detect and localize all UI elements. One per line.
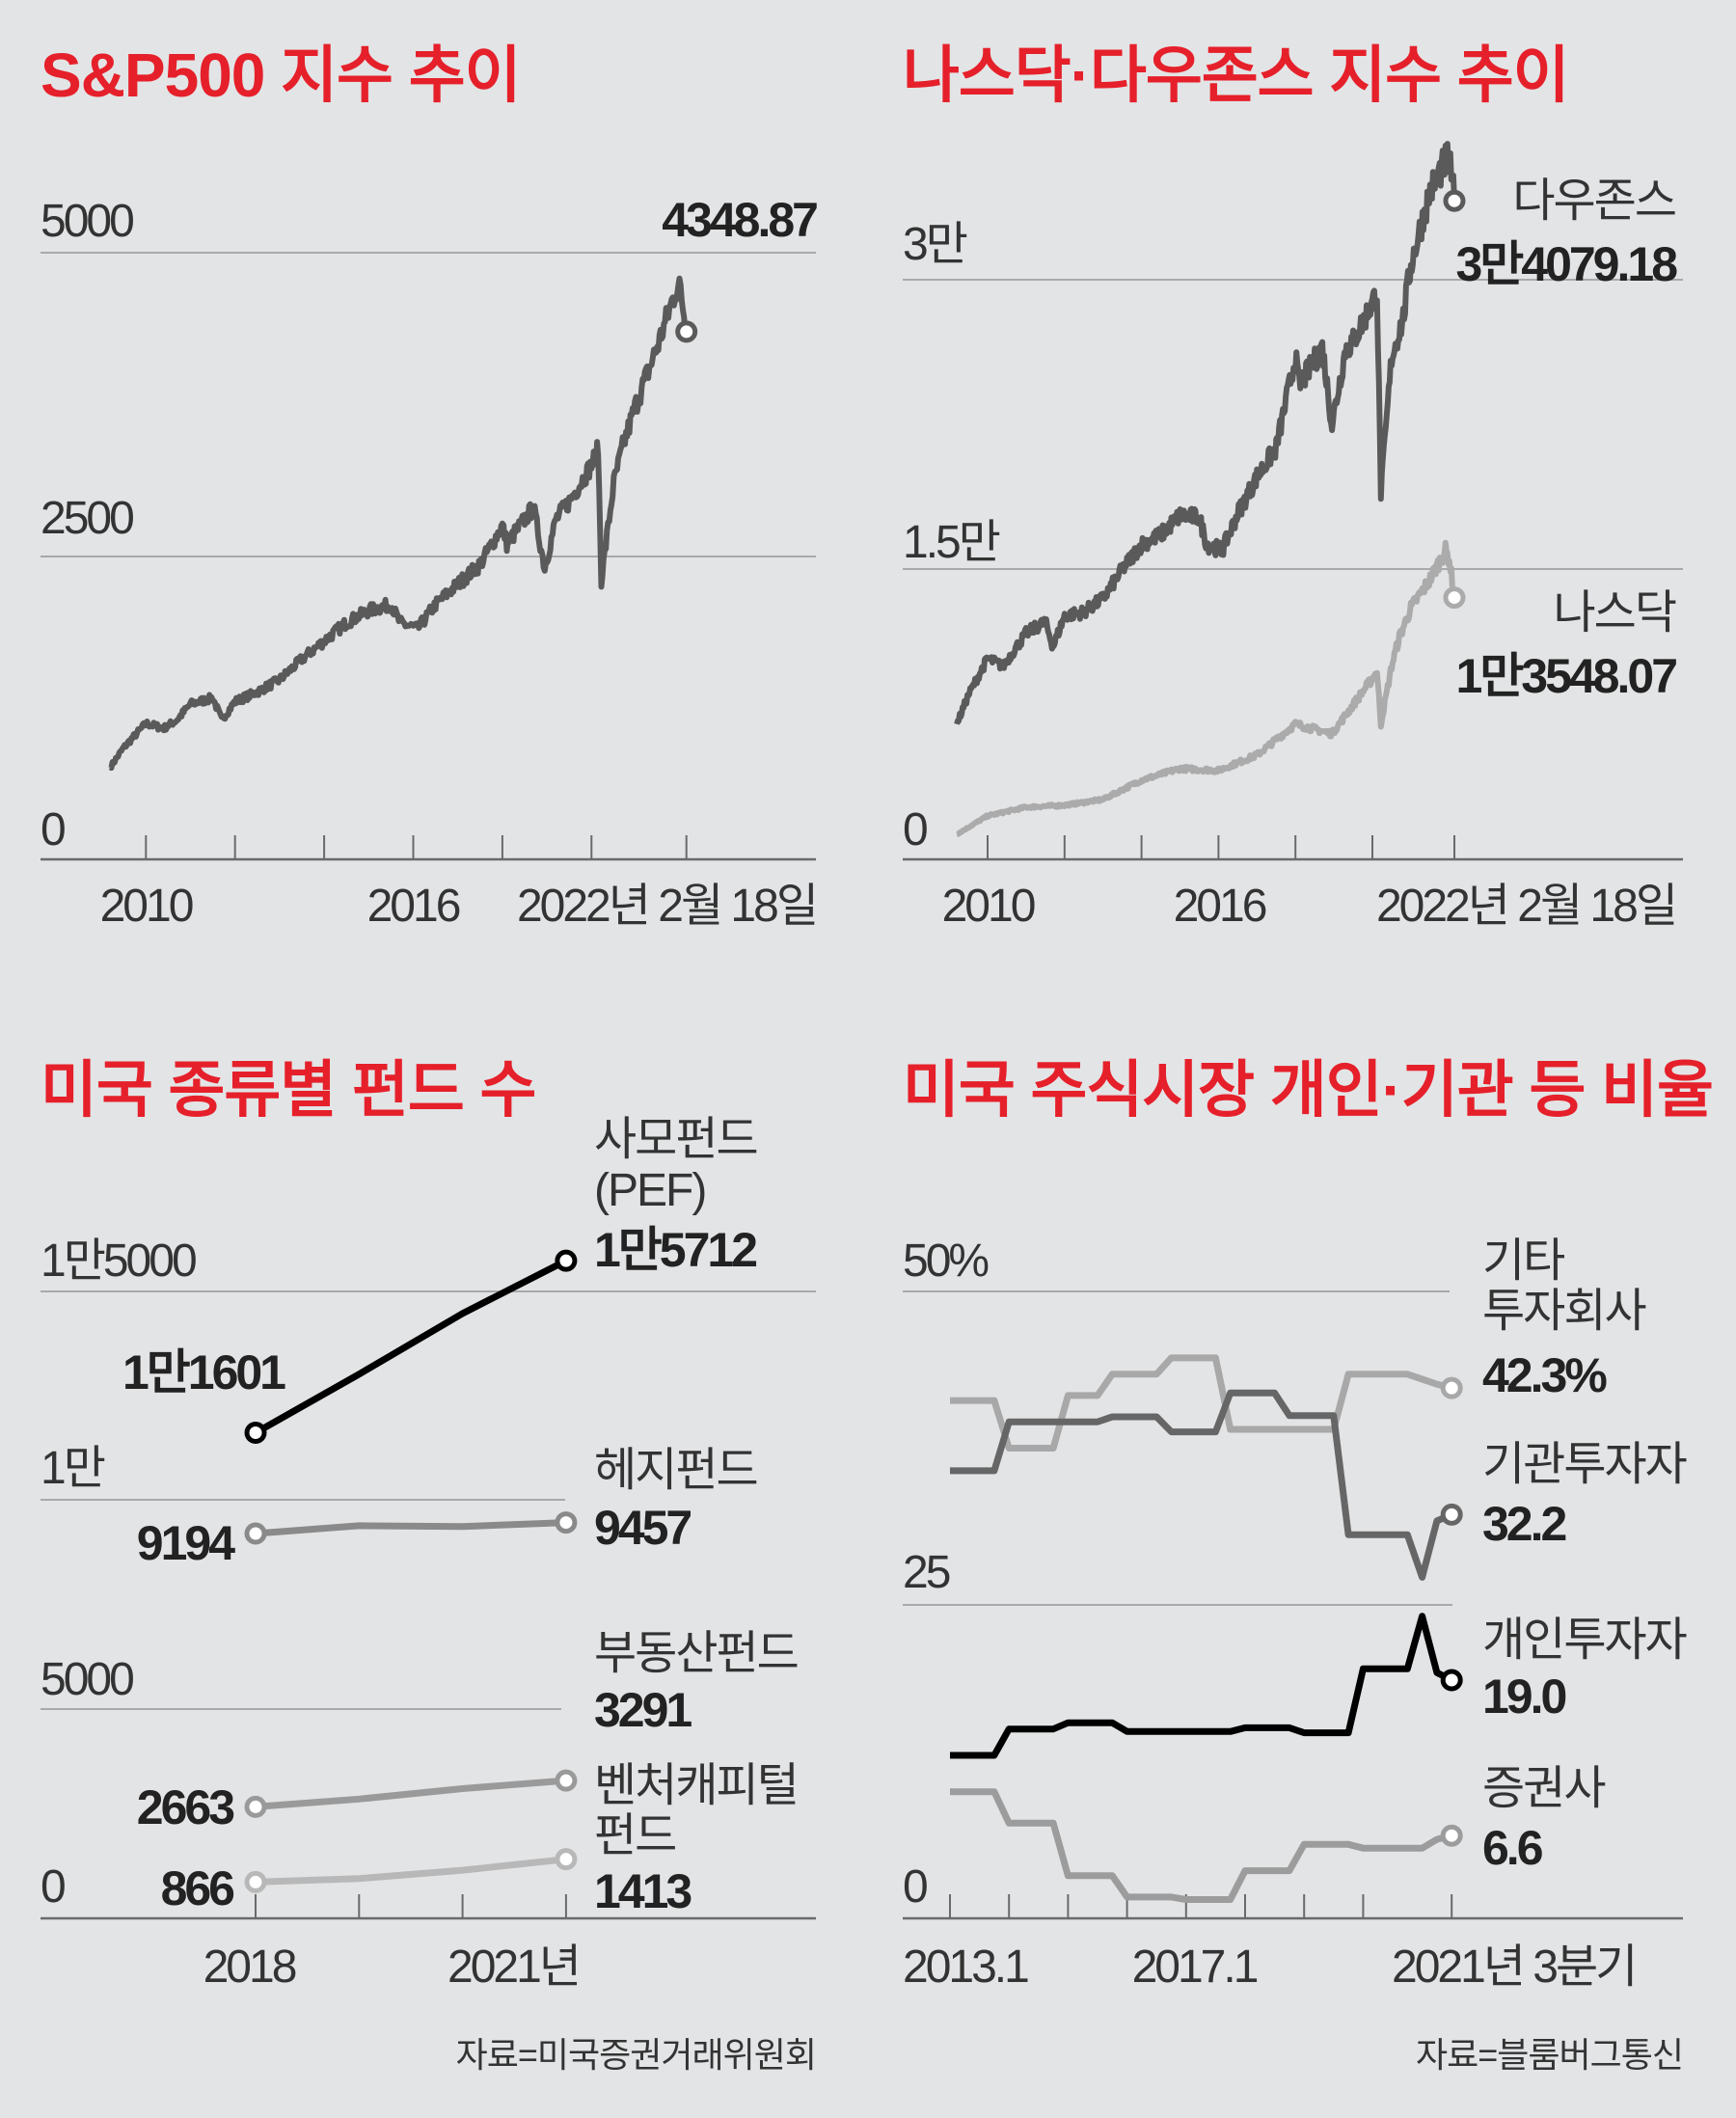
- x-tick-label: 2016: [367, 881, 460, 932]
- institutional-line: [950, 1389, 1453, 1581]
- chart-title: 미국 종류별 펀드 수: [41, 1055, 535, 1125]
- hedge-label: 헤지펀드: [594, 1445, 757, 1496]
- institutional-end-value: 32.2: [1482, 1497, 1566, 1551]
- y-tick-label: 3만: [903, 219, 967, 270]
- y-tick-label: 5000: [41, 196, 133, 247]
- hedge-start-value: 9194: [137, 1516, 235, 1570]
- securities-line: [950, 1788, 1453, 1903]
- chart-title: S&P500 지수 추이: [41, 41, 520, 110]
- realestate-start-marker: [244, 1795, 267, 1818]
- hedge-end-value: 9457: [594, 1501, 691, 1555]
- securities-end-value: 6.6: [1482, 1821, 1542, 1875]
- individual-end-marker: [1440, 1669, 1463, 1692]
- pef-end-marker: [555, 1249, 578, 1272]
- x-tick-label: 2022년 2월 18일: [517, 881, 816, 932]
- other-end-marker: [1440, 1376, 1463, 1399]
- other-line: [950, 1354, 1453, 1452]
- y-tick-label: 25: [903, 1547, 950, 1598]
- sp500-line: [108, 275, 690, 772]
- x-tick-label: 2022년 2월 18일: [1376, 881, 1675, 932]
- other-label-sub: 투자회사: [1482, 1286, 1645, 1337]
- y-tick-label: 1만: [41, 1443, 105, 1494]
- chart-title: 미국 주식시장 개인·기관 등 비율: [903, 1055, 1713, 1125]
- venture-line: [255, 1856, 567, 1886]
- end-value-label: 4348.87: [662, 193, 817, 247]
- individual-label: 개인투자자: [1482, 1615, 1687, 1666]
- y-tick-label: 5000: [41, 1654, 133, 1705]
- pef-start-marker: [244, 1422, 267, 1445]
- nasdaq-series-label: 나스닥: [1554, 587, 1676, 638]
- pef-start-value: 1만1601: [122, 1345, 285, 1399]
- source-note: 자료=블룸버그통신: [1416, 2035, 1683, 2075]
- market-share-chart: 미국 주식시장 개인·기관 등 비율 50% 25 0 기타 투자회사 42.3…: [903, 1055, 1714, 2075]
- x-tick-label: 2010: [100, 881, 193, 932]
- realestate-line: [255, 1777, 567, 1810]
- hedge-end-marker: [555, 1511, 578, 1534]
- y-tick-label: 0: [903, 1861, 927, 1913]
- pef-label: 사모펀드: [594, 1114, 757, 1165]
- y-tick-label: 50%: [903, 1236, 988, 1287]
- venture-end-value: 1413: [594, 1864, 691, 1918]
- y-tick-label: 2500: [41, 493, 133, 544]
- institutional-end-marker: [1440, 1503, 1463, 1526]
- pef-line: [254, 1257, 568, 1436]
- dow-end-marker: [1443, 189, 1466, 212]
- y-tick-label: 0: [41, 804, 65, 855]
- dow-line: [954, 141, 1457, 725]
- nasdaq-end-value: 1만3548.07: [1455, 649, 1676, 703]
- individual-line: [950, 1613, 1453, 1759]
- x-tick-label: 2021년 3분기: [1392, 1942, 1635, 1993]
- y-tick-label: 0: [41, 1861, 65, 1913]
- individual-end-value: 19.0: [1482, 1670, 1566, 1724]
- pef-end-value: 1만5712: [594, 1223, 756, 1277]
- other-label: 기타: [1482, 1236, 1564, 1287]
- y-tick-label: 1만5000: [41, 1236, 196, 1287]
- realestate-label: 부동산펀드: [594, 1628, 798, 1679]
- venture-label-sub: 펀드: [594, 1810, 675, 1861]
- x-tick-label: 2021년: [448, 1942, 579, 1993]
- realestate-end-marker: [555, 1769, 578, 1792]
- venture-start-marker: [244, 1870, 267, 1893]
- x-tick-label: 2010: [942, 881, 1035, 932]
- pef-label-sub: (PEF): [594, 1165, 705, 1216]
- institutional-label: 기관투자자: [1482, 1439, 1687, 1490]
- y-tick-label: 1.5만: [903, 517, 1000, 568]
- nasdaq-end-marker: [1443, 586, 1466, 610]
- venture-start-value: 866: [161, 1861, 234, 1915]
- securities-label: 증권사: [1482, 1763, 1605, 1814]
- venture-end-marker: [555, 1848, 578, 1871]
- hedge-line: [255, 1519, 567, 1537]
- fund-count-chart: 미국 종류별 펀드 수 1만5000 1만 5000 0 사모펀드 (PEF) …: [41, 1055, 817, 2075]
- dow-end-value: 3만4079.18: [1455, 237, 1677, 291]
- nasdaq-line: [955, 539, 1457, 837]
- chart-title: 나스닥·다우존스 지수 추이: [903, 41, 1569, 110]
- realestate-start-value: 2663: [137, 1780, 233, 1834]
- x-tick-label: 2017.1: [1132, 1942, 1258, 1993]
- nasdaq-dow-chart: 나스닥·다우존스 지수 추이 3만 1.5만 0 다우존스 3만4079.18 …: [903, 41, 1683, 932]
- other-end-value: 42.3%: [1482, 1348, 1607, 1402]
- hedge-start-marker: [244, 1522, 267, 1545]
- x-tick-label: 2013.1: [903, 1942, 1028, 1993]
- securities-end-marker: [1440, 1824, 1463, 1847]
- y-tick-label: 0: [903, 804, 927, 855]
- realestate-end-value: 3291: [594, 1683, 692, 1737]
- sp500-chart: S&P500 지수 추이 5000 2500 0 4348.87 2010 20…: [41, 41, 820, 932]
- x-tick-label: 2016: [1174, 881, 1266, 932]
- sp500-end-marker: [675, 320, 698, 343]
- source-note: 자료=미국증권거래위원회: [456, 2035, 816, 2075]
- venture-label: 벤처캐피털: [594, 1760, 798, 1811]
- x-tick-label: 2018: [203, 1942, 296, 1993]
- dow-series-label: 다우존스: [1512, 176, 1675, 227]
